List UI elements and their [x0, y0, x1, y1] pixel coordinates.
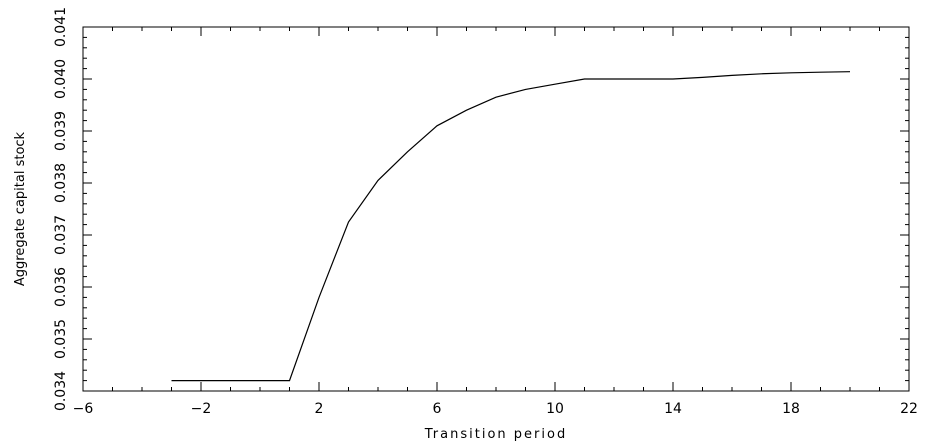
y-tick-label: 0.038	[53, 163, 69, 203]
x-tick-label: 10	[546, 401, 564, 417]
y-tick-labels: 0.034 0.035 0.036 0.037 0.038 0.039 0.040 0.041	[53, 7, 69, 411]
x-tick-label: 22	[900, 401, 918, 417]
x-tick-label: 18	[782, 401, 800, 417]
y-tick-label: 0.040	[53, 59, 69, 99]
x-tick-label: 2	[315, 401, 324, 417]
x-tick-label: 6	[433, 401, 442, 417]
y-tick-label: 0.041	[53, 7, 69, 47]
x-tick-label: 14	[664, 401, 682, 417]
y-tick-label: 0.036	[53, 267, 69, 307]
x-tick-labels: −6 −2 2 6 10 14 18 22	[73, 401, 918, 417]
series-line	[171, 71, 851, 382]
y-axis-title: Aggregate capital stock	[13, 131, 28, 286]
x-axis-title: Transition period	[424, 427, 567, 442]
series-group	[171, 71, 851, 382]
y-tick-label: 0.034	[53, 371, 69, 411]
plot-frame	[82, 26, 910, 392]
y-tick-label: 0.039	[53, 111, 69, 151]
y-tick-label: 0.035	[53, 319, 69, 359]
x-tick-label: −2	[191, 401, 212, 417]
y-tick-label: 0.037	[53, 215, 69, 255]
axis-ticks	[82, 26, 910, 392]
x-tick-label: −6	[73, 401, 94, 417]
